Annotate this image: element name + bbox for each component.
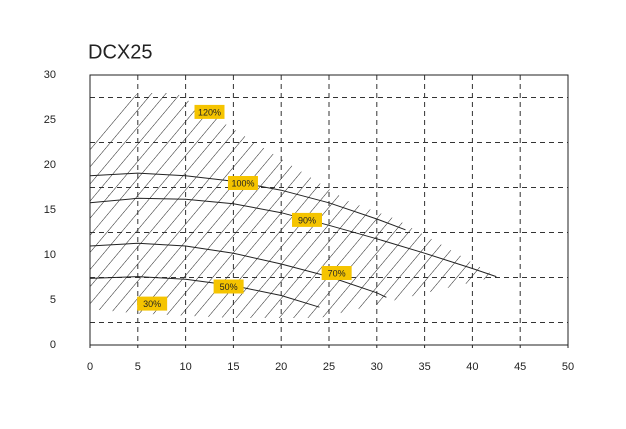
chart-title: DCX25 <box>88 41 152 63</box>
label-box <box>292 212 323 227</box>
y-tick-label: 0 <box>50 339 56 351</box>
efficiency-label: 30% <box>137 296 168 311</box>
label-text: 30% <box>143 299 161 309</box>
curve <box>89 242 387 298</box>
x-tick-label: 10 <box>179 361 191 373</box>
label-box <box>194 104 225 119</box>
label-text: 70% <box>328 268 346 278</box>
x-tick-label: 40 <box>466 361 478 373</box>
x-tick-label: 5 <box>135 361 141 373</box>
efficiency-label: 70% <box>321 266 352 280</box>
y-tick-label: 10 <box>44 249 56 261</box>
hatched-region <box>90 93 497 318</box>
efficiency-label: 50% <box>213 279 244 294</box>
efficiency-label: 90% <box>292 212 323 227</box>
label-box <box>321 266 352 280</box>
x-tick-label: 45 <box>514 361 526 373</box>
efficiency-label: 120% <box>194 104 225 119</box>
y-tick-label: 5 <box>50 294 56 306</box>
label-text: 90% <box>298 215 316 225</box>
label-text: 100% <box>231 178 254 188</box>
y-tick-label: 30 <box>44 69 56 81</box>
y-tick-label: 25 <box>44 114 56 126</box>
x-tick-label: 25 <box>323 361 335 373</box>
efficiency-label: 100% <box>227 176 258 190</box>
x-tick-label: 15 <box>227 361 239 373</box>
x-tick-label: 30 <box>371 361 383 373</box>
y-tick-label: 15 <box>44 204 56 216</box>
x-tick-label: 0 <box>87 361 93 373</box>
x-tick-label: 20 <box>275 361 287 373</box>
label-text: 120% <box>198 107 221 117</box>
label-box <box>213 279 244 294</box>
label-box <box>137 296 168 311</box>
curve <box>89 276 320 308</box>
y-tick-label: 20 <box>44 159 56 171</box>
x-tick-label: 35 <box>418 361 430 373</box>
label-box <box>227 176 258 190</box>
x-tick-label: 50 <box>562 361 574 373</box>
label-text: 50% <box>220 282 238 292</box>
